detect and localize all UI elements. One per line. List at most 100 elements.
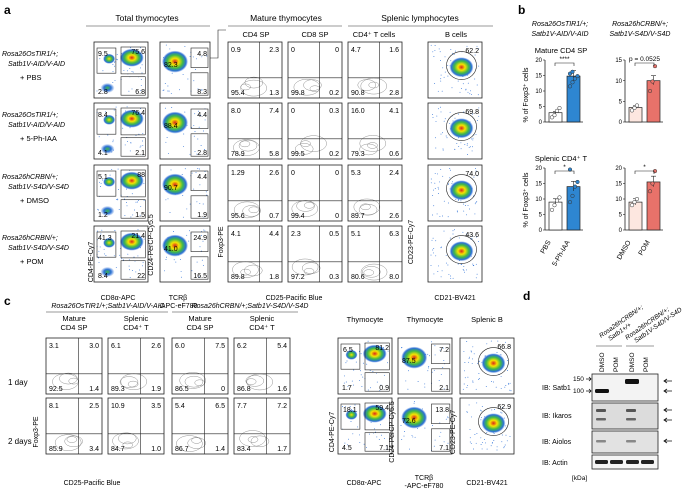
event-dot: [130, 142, 132, 144]
quadrant-value: 1.6: [277, 386, 287, 393]
quadrant-value: 89.8: [231, 274, 245, 281]
event-dot: [439, 435, 441, 437]
event-dot: [417, 381, 419, 382]
b-title-mature: Mature CD4 SP: [535, 46, 588, 55]
event-dot: [126, 205, 128, 207]
blot-satb1: [591, 373, 659, 402]
contour-line: [179, 372, 206, 389]
event-dot: [431, 239, 433, 241]
event-dot: [440, 373, 442, 375]
event-dot: [454, 229, 455, 231]
quadrant-value: 80.6: [351, 274, 365, 281]
event-dot: [451, 52, 453, 54]
event-dot: [501, 434, 503, 436]
event-dot: [450, 60, 452, 62]
event-dot: [474, 78, 476, 80]
c-group-right: Rosa26hCRBN/+;Satb1V-S4D/V-S4D: [192, 303, 309, 310]
event-dot: [139, 146, 141, 148]
event-dot: [463, 350, 465, 352]
gate-b: [478, 407, 509, 436]
quadrant-value: 1.8: [269, 274, 279, 281]
event-dot: [446, 137, 448, 139]
event-dot: [462, 83, 464, 85]
gate-value: 69.8: [465, 109, 479, 116]
event-dot: [115, 266, 117, 268]
event-dot: [504, 444, 506, 446]
event-dot: [435, 120, 437, 122]
gate-cd4sp: [340, 343, 361, 370]
axis-cd25: CD25-Pacific Blue: [266, 295, 323, 302]
y-tick-label: 0: [539, 120, 543, 126]
event-dot: [466, 144, 468, 146]
quadrant-value: 1.29: [231, 170, 245, 177]
event-dot: [430, 182, 432, 184]
gate-dp: [120, 107, 146, 136]
c-flow-plot-b: 62.9: [459, 397, 515, 455]
gate-value: 4.4: [197, 112, 207, 119]
event-dot: [97, 257, 99, 259]
flow-plot-bcells: 43.6: [427, 225, 483, 283]
quadrant-value: 0.9: [231, 47, 241, 54]
flow-plot-frame: [227, 102, 283, 160]
blot-aiolos: [591, 430, 659, 454]
event-dot: [135, 271, 137, 273]
event-dot: [456, 211, 458, 213]
event-dot: [347, 385, 349, 387]
quadrant-value: 0.2: [329, 90, 339, 97]
event-dot: [181, 174, 183, 175]
event-dot: [131, 193, 133, 195]
gate-tcr-hi: [190, 108, 209, 129]
gate-value: 66.8: [497, 344, 511, 351]
event-dot: [115, 106, 117, 108]
event-dot: [437, 193, 439, 194]
band-satb1-lane3: [625, 379, 639, 384]
density-cluster: [345, 409, 358, 420]
event-dot: [343, 375, 345, 377]
flow-plot-frame: [233, 397, 291, 455]
gate-cd8sp: [120, 137, 146, 157]
event-dot: [466, 269, 467, 271]
event-dot: [447, 216, 449, 218]
event-dot: [475, 168, 476, 170]
event-dot: [142, 132, 144, 134]
event-dot: [123, 69, 125, 71]
event-dot: [496, 446, 498, 448]
flow-plot-frame: [171, 337, 229, 395]
event-dot: [107, 134, 109, 136]
blot-ikaros: [591, 402, 659, 430]
event-dot: [105, 255, 107, 256]
data-point: [557, 106, 562, 111]
event-dot: [451, 181, 453, 183]
flow-plot-frame: [287, 164, 343, 222]
event-dot: [99, 246, 101, 248]
event-dot: [474, 434, 476, 435]
event-dot: [400, 425, 402, 427]
event-dot: [365, 446, 367, 448]
contour-line: [238, 139, 258, 152]
event-dot: [443, 441, 445, 443]
d-label-ikaros: IB: Ikaros: [542, 413, 572, 420]
event-dot: [444, 118, 446, 120]
gate-value: 81.2: [375, 345, 389, 352]
event-dot: [122, 127, 124, 129]
event-dot: [408, 370, 409, 372]
event-dot: [477, 94, 479, 96]
event-dot: [451, 182, 453, 184]
arrow-aiolos: [663, 438, 672, 444]
d-label-actin: IB: Actin: [542, 460, 568, 467]
flow-plot-cd4t: 5.3 2.4 89.7 2.6: [347, 164, 403, 222]
flow-plot-total: 5.1 88 1.2 1.5: [93, 164, 149, 222]
event-dot: [363, 443, 365, 445]
panel-b-bar-charts: Rosa26OsTIR1/+; Satb1V-AID/V-AID Rosa26h…: [523, 21, 670, 268]
quadrant-value: 0.3: [329, 274, 339, 281]
event-dot: [475, 202, 477, 204]
event-dot: [472, 263, 474, 265]
event-dot: [433, 369, 435, 371]
bar-chart-3: 0 5 10 15 20 *: [615, 164, 663, 234]
contour-line: [250, 435, 270, 448]
event-dot: [449, 169, 451, 171]
event-dot: [359, 434, 360, 436]
event-dot: [464, 362, 466, 363]
gate-value: 88: [137, 172, 145, 179]
quadrant-value: 7.5: [215, 343, 225, 350]
